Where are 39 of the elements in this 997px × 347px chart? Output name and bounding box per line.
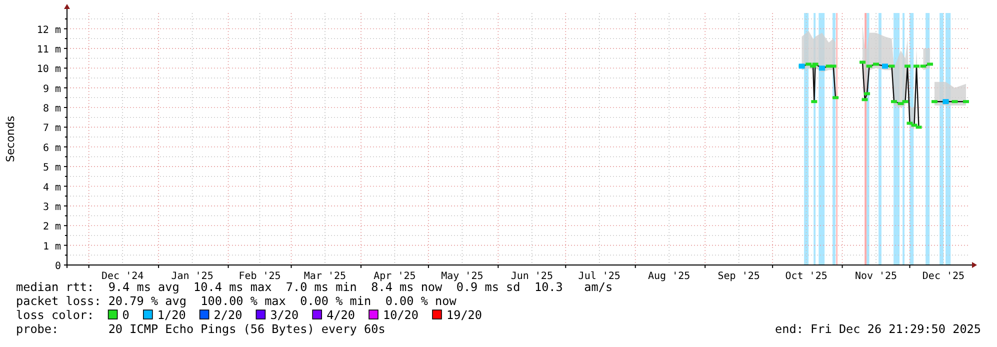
x-tick-label: Jan '25 xyxy=(171,271,214,282)
x-tick-label: Dec '24 xyxy=(101,271,144,282)
x-tick-label: Feb '25 xyxy=(238,271,281,282)
y-tick-label: 3 m xyxy=(42,202,61,213)
y-tick-label: 5 m xyxy=(42,162,61,174)
text: median rtt: 9.4 ms avg 10.4 ms max 7.0 ms min 8.4 ms now 0.9 ms sd 10.3 am/s xyxy=(16,280,613,294)
x-tick-label: May '25 xyxy=(441,271,484,282)
y-tick-label: 11 m xyxy=(36,44,61,56)
legend-label: 10/20 xyxy=(383,308,419,322)
y-tick-label: 10 m xyxy=(36,64,61,76)
x-tick-label: Mar '25 xyxy=(304,271,346,282)
y-tick-label: 7 m xyxy=(42,123,61,134)
legend-label: 3/20 xyxy=(270,308,299,322)
x-tick-label: Jul '25 xyxy=(578,271,620,282)
x-tick-label: Dec '25 xyxy=(922,271,965,282)
text: packet loss: 20.79 % avg 100.00 % max 0.00 % min 0.00 % now xyxy=(16,294,458,308)
y-tick-label: 1 m xyxy=(42,241,61,252)
legend-label: 4/20 xyxy=(326,308,356,322)
x-tick-label: Oct '25 xyxy=(785,271,828,282)
text: probe: 20 ICMP Echo Pings (56 Bytes) every 60s xyxy=(16,322,386,336)
y-tick-label: 9 m xyxy=(42,84,61,95)
x-tick-label: Nov '25 xyxy=(854,271,898,282)
legend-label: 2/20 xyxy=(214,308,242,322)
text: end: Fri Dec 26 21:29:50 2025 xyxy=(775,322,981,336)
y-axis-title: Seconds xyxy=(4,116,17,162)
legend-label: 0 xyxy=(122,308,130,322)
x-tick-label: Aug '25 xyxy=(648,271,690,282)
y-tick-label: 4 m xyxy=(42,182,61,194)
x-tick-label: Apr '25 xyxy=(374,271,416,282)
y-tick-label: 6 m xyxy=(42,142,61,154)
y-tick-label: 12 m xyxy=(36,24,61,36)
y-tick-label: 0 xyxy=(54,261,61,272)
y-tick-label: 8 m xyxy=(42,104,61,114)
legend-label: 1/20 xyxy=(157,308,186,322)
legend-label: 19/20 xyxy=(446,308,482,322)
x-tick-label: Jun '25 xyxy=(510,271,553,282)
y-tick-label: 2 m xyxy=(42,222,61,233)
legend-title: loss color: xyxy=(16,308,94,322)
x-tick-label: Sep '25 xyxy=(718,271,760,282)
